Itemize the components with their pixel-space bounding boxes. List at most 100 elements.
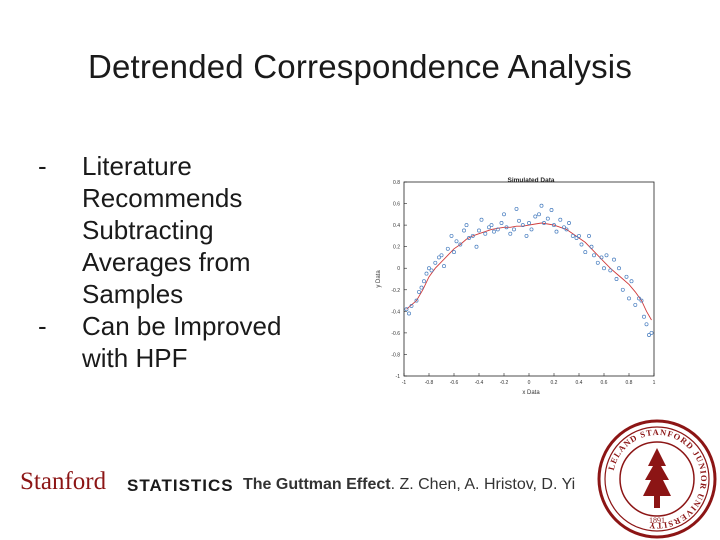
data-point xyxy=(514,206,519,211)
plot-frame xyxy=(403,181,655,377)
data-point xyxy=(642,314,646,319)
data-point xyxy=(537,212,541,217)
redwood-tree-icon xyxy=(643,448,671,508)
stanford-seal-icon: LELAND STANFORD JUNIOR UNIVERSITY 1891 xyxy=(597,419,717,539)
data-point xyxy=(592,253,596,258)
stanford-logo: Stanford xyxy=(20,468,107,495)
data-point xyxy=(462,228,466,233)
y-tick-label: -1 xyxy=(396,374,401,380)
x-tick-label: -0.8 xyxy=(425,380,434,386)
x-tick-label: 1 xyxy=(653,380,656,386)
bullet-line: Can be Improved xyxy=(82,311,282,341)
data-point xyxy=(577,233,581,238)
data-point xyxy=(458,242,463,247)
data-point xyxy=(429,268,434,273)
data-point xyxy=(452,250,456,255)
data-point xyxy=(639,298,644,303)
data-point xyxy=(620,287,625,292)
y-tick-label: -0.2 xyxy=(391,288,400,294)
x-tick-label: 0.6 xyxy=(601,380,608,386)
x-tick-label: -0.2 xyxy=(500,380,509,386)
data-point xyxy=(512,227,516,232)
data-point xyxy=(422,279,426,284)
data-point xyxy=(517,218,521,223)
data-point xyxy=(439,253,444,258)
bullet-line: Samples xyxy=(82,279,184,309)
data-point xyxy=(579,242,584,247)
data-point xyxy=(529,227,534,232)
data-point xyxy=(442,264,446,269)
data-point xyxy=(419,285,424,290)
data-point xyxy=(470,233,475,238)
data-point xyxy=(647,333,651,337)
x-tick-label: -0.6 xyxy=(450,380,459,386)
bullet-item: - Can be Improved with HPF xyxy=(30,310,330,374)
data-point xyxy=(542,221,546,225)
data-point xyxy=(644,322,649,327)
fit-line-group xyxy=(406,222,652,321)
x-tick-label: 0.8 xyxy=(626,380,633,386)
data-point xyxy=(483,231,488,236)
data-point xyxy=(479,217,484,222)
data-point xyxy=(504,225,509,230)
x-tick-label: -1 xyxy=(402,380,407,386)
data-point xyxy=(554,229,559,234)
data-point xyxy=(427,266,431,271)
y-tick-label: -0.8 xyxy=(391,352,400,358)
data-point xyxy=(467,236,471,240)
data-point xyxy=(608,268,613,273)
data-point xyxy=(629,279,634,284)
bullet-line: Averages from xyxy=(82,247,251,277)
data-point xyxy=(627,296,631,301)
data-point xyxy=(545,216,550,221)
data-point xyxy=(599,255,604,260)
department-label: STATISTICS xyxy=(127,476,234,495)
data-point xyxy=(533,214,538,219)
data-point xyxy=(502,212,506,217)
data-point xyxy=(612,257,616,262)
data-point xyxy=(637,296,641,301)
data-point xyxy=(587,233,591,238)
data-point xyxy=(562,225,566,230)
data-point xyxy=(487,225,491,230)
y-tick-label: 0.4 xyxy=(393,223,400,229)
x-axis-label: x Data xyxy=(522,390,540,396)
data-points xyxy=(404,203,654,337)
data-point xyxy=(495,227,500,232)
bullet-line: Recommends xyxy=(82,183,243,213)
data-point xyxy=(549,208,554,212)
data-point xyxy=(589,244,594,249)
x-tick-label: -0.4 xyxy=(475,380,484,386)
data-point xyxy=(409,303,414,308)
data-point xyxy=(570,233,575,238)
data-point xyxy=(520,223,525,228)
data-point xyxy=(474,244,479,249)
x-tick-label: 0.2 xyxy=(551,380,558,386)
y-tick-label: 0.2 xyxy=(393,245,400,251)
data-point xyxy=(464,223,469,228)
y-tick-label: 0 xyxy=(397,266,400,272)
data-point xyxy=(492,229,496,234)
data-point xyxy=(604,253,609,258)
y-tick-label: -0.6 xyxy=(391,331,400,337)
data-point xyxy=(564,227,569,232)
data-point xyxy=(633,302,638,307)
data-point xyxy=(477,228,481,233)
bullet-dash: - xyxy=(38,151,47,181)
bullet-line: Literature xyxy=(82,151,192,181)
data-point xyxy=(602,266,606,271)
seal-year: 1891 xyxy=(649,516,665,525)
data-point xyxy=(445,246,450,251)
data-point xyxy=(524,233,529,238)
scatter-plot: Simulated Data 0.8 0.6 0.4 0.2 0 -0.2 -0.4 -0.6… xyxy=(376,177,656,396)
data-point xyxy=(649,330,654,335)
bullet-item: - Literature Recommends Subtracting Aver… xyxy=(30,150,330,310)
credit-title: The Guttman Effect xyxy=(243,476,391,493)
data-point xyxy=(417,289,421,294)
bullet-list: - Literature Recommends Subtracting Aver… xyxy=(30,150,330,374)
bullet-line: Subtracting xyxy=(82,215,214,245)
y-axis-ticks: 0.8 0.6 0.4 0.2 0 -0.2 -0.4 -0.6 -0.8 -1 xyxy=(391,180,407,380)
y-tick-label: 0.6 xyxy=(393,202,400,208)
data-point xyxy=(595,260,600,265)
data-point xyxy=(454,239,459,244)
